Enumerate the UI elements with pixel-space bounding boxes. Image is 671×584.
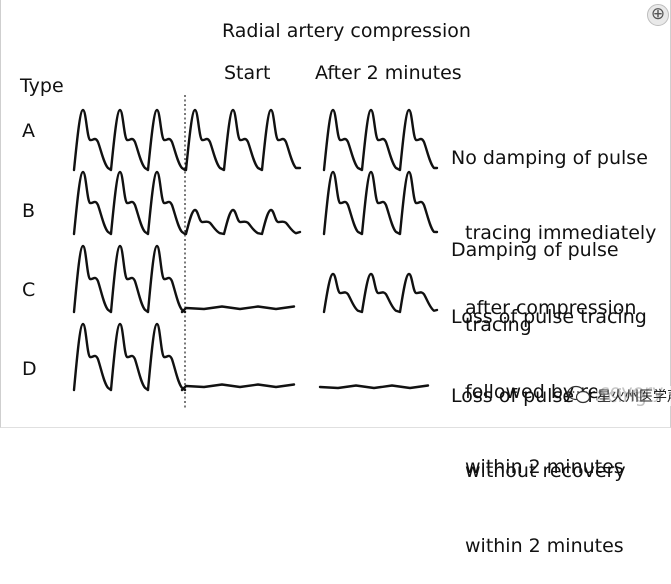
row-description-a: No damping of pulse tracing immediately … xyxy=(451,96,656,346)
pulse-trace-row-3-part-2 xyxy=(180,305,296,314)
pulse-trace-row-1-part-3 xyxy=(322,108,439,172)
type-header: Type xyxy=(20,75,64,97)
pulse-trace-row-1-part-2 xyxy=(184,108,302,172)
pulse-tracings xyxy=(72,95,439,408)
desc-line: Loss of pulse tracing xyxy=(451,306,647,328)
pulse-trace-row-4-part-3 xyxy=(318,384,430,390)
desc-line: No damping of pulse xyxy=(451,147,648,169)
pulse-trace-row-2-part-1 xyxy=(72,170,187,236)
pulse-trace-row-4-part-1 xyxy=(72,322,187,392)
desc-line: tracing xyxy=(465,314,532,336)
wechat-logo-icon xyxy=(567,385,591,404)
pulse-trace-row-1-part-1 xyxy=(72,108,187,172)
desc-line: within 2 minutes xyxy=(465,535,624,557)
pulse-trace-row-3-part-3 xyxy=(322,272,439,314)
desc-line: without recovery xyxy=(465,460,626,482)
row-description-b: Damping of pulse tracing xyxy=(451,188,619,363)
pulse-trace-row-2-part-3 xyxy=(322,170,439,236)
row-label-a: A xyxy=(22,120,35,142)
pulse-trace-row-4-part-2 xyxy=(180,383,296,392)
column-header-start: Start xyxy=(224,62,271,84)
desc-line: after compression xyxy=(465,297,637,319)
figure-title: Radial artery compression xyxy=(222,20,471,42)
desc-line: tracing immediately xyxy=(465,222,657,244)
row-label-b: B xyxy=(22,200,36,222)
row-label-c: C xyxy=(22,279,36,301)
zoom-in-icon[interactable]: ⊕ xyxy=(647,4,669,26)
pulse-trace-row-3-part-1 xyxy=(72,244,187,314)
desc-line: Damping of pulse xyxy=(451,239,619,261)
watermark: 星火州医学声 xyxy=(597,386,671,406)
column-header-after: After 2 minutes xyxy=(315,62,462,84)
row-label-d: D xyxy=(22,358,37,380)
pulse-trace-row-2-part-2 xyxy=(184,208,302,236)
